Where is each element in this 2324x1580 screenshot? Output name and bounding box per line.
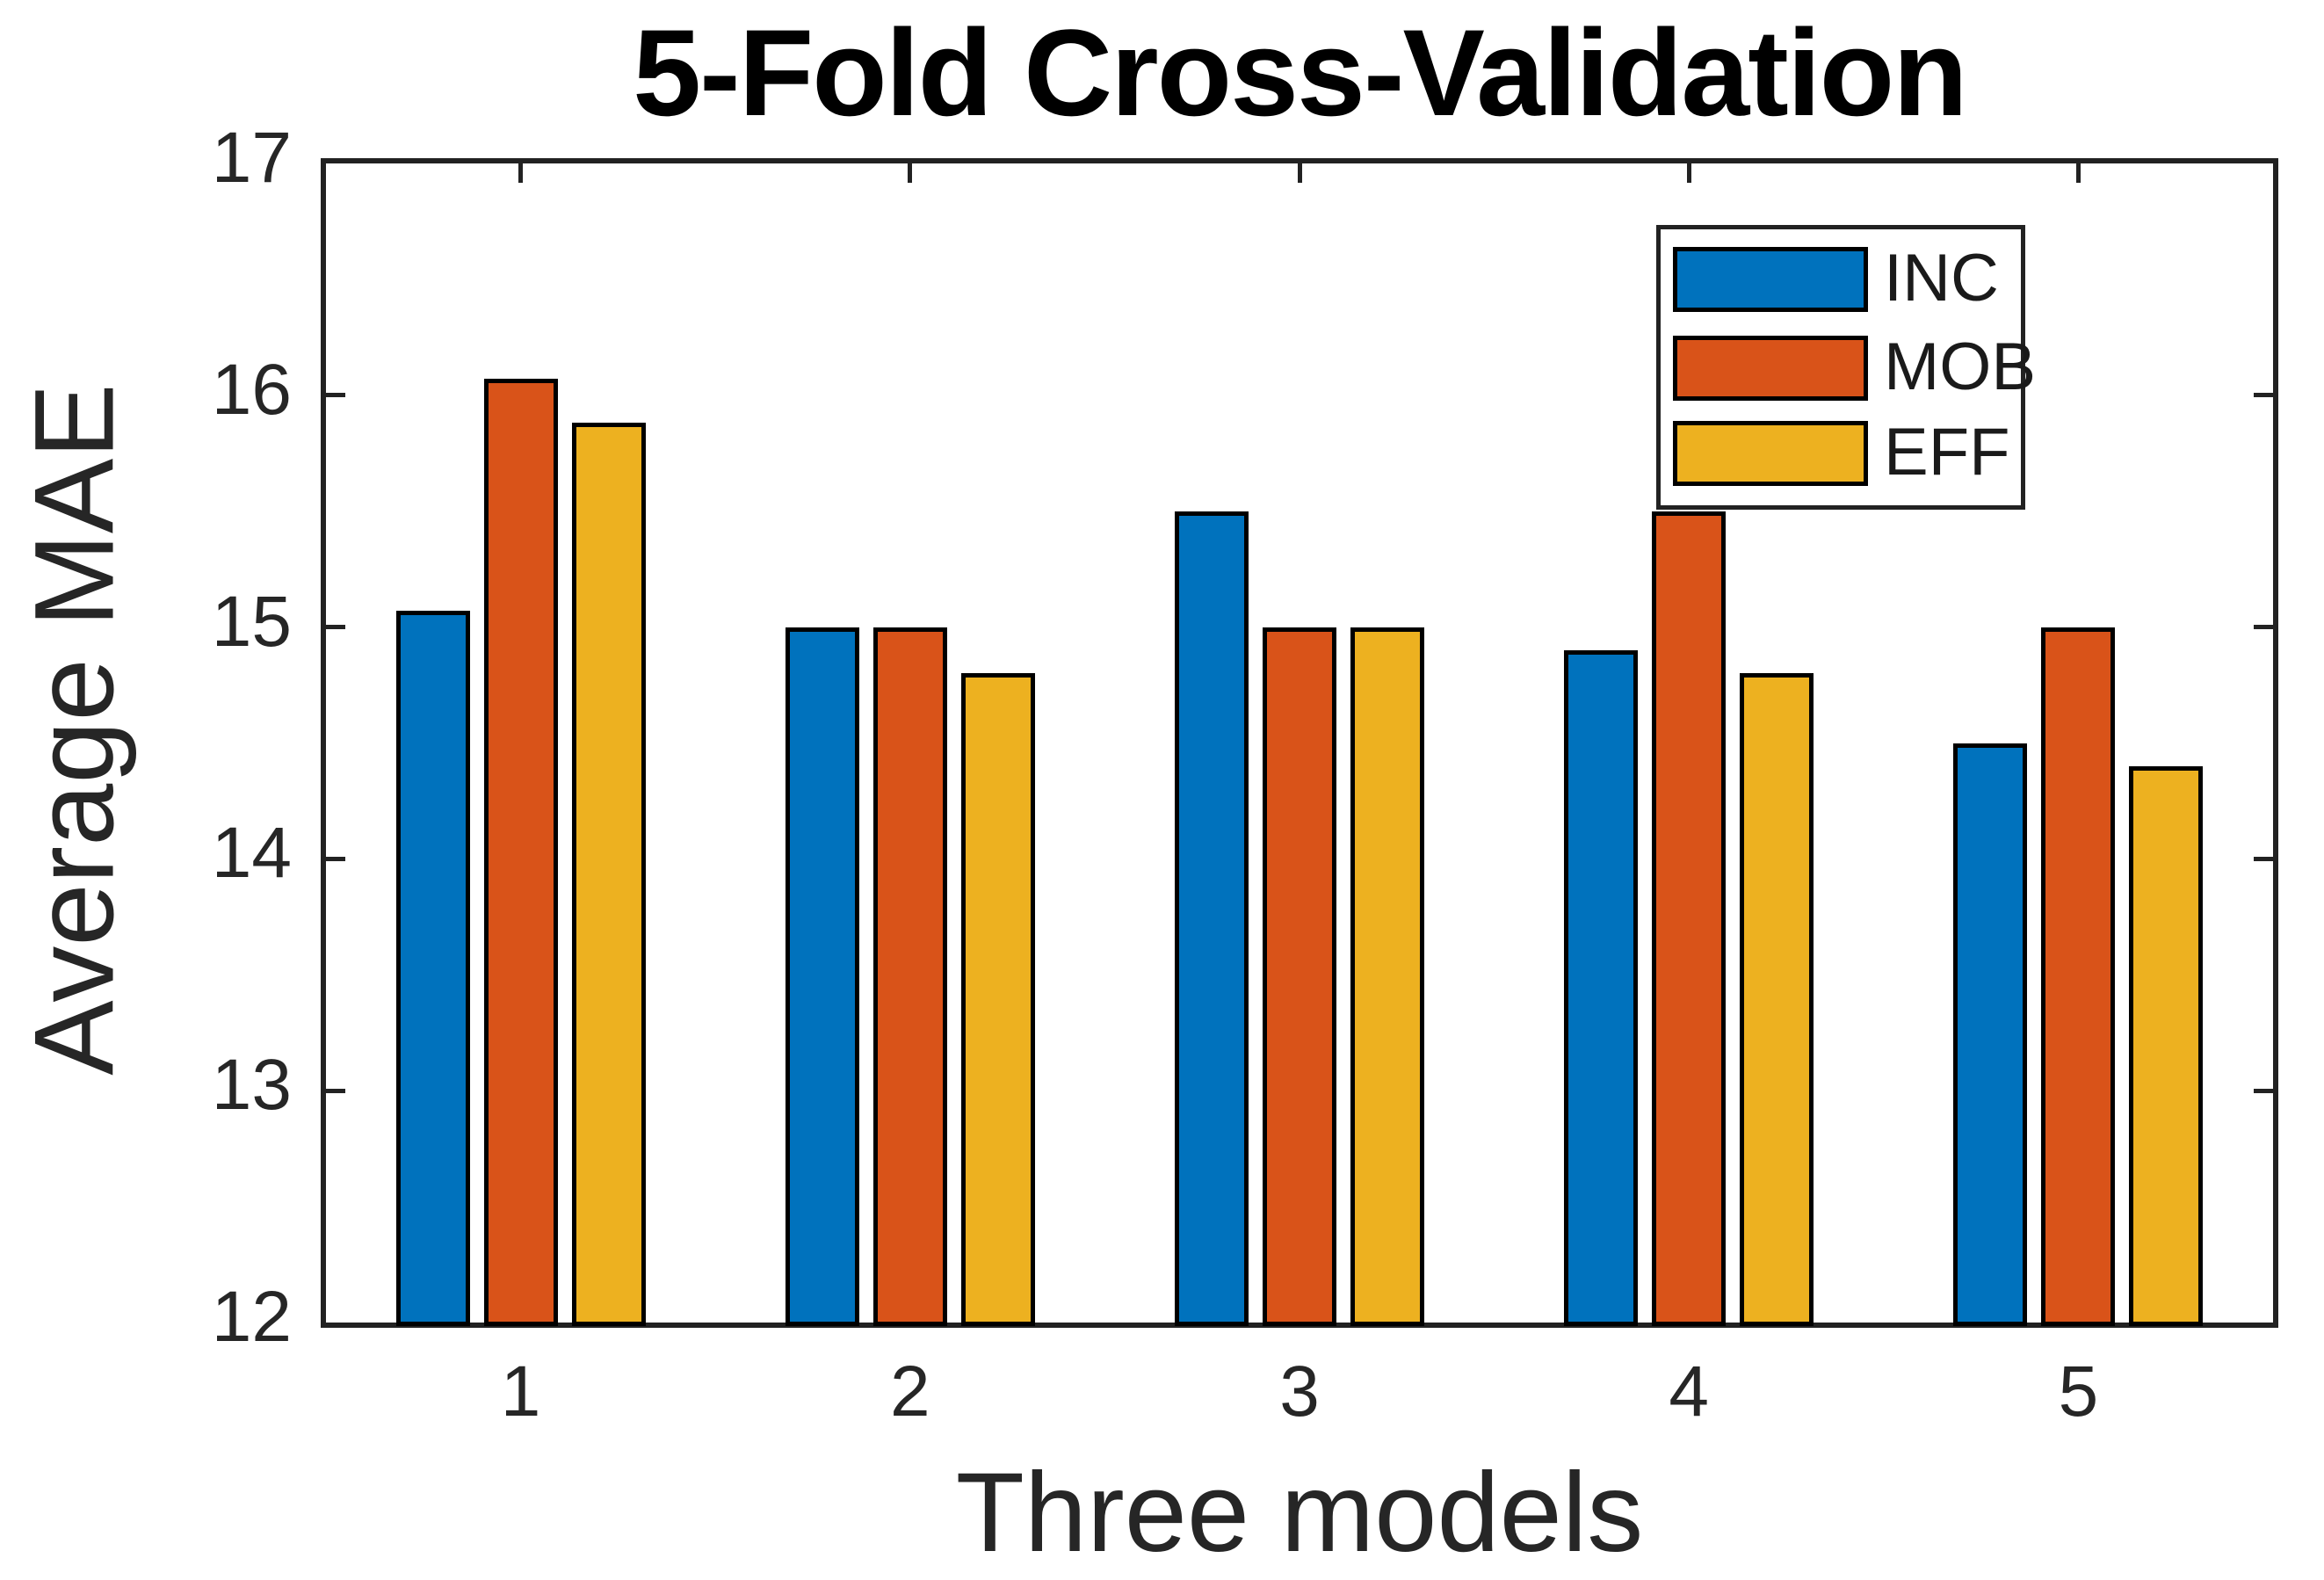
bar-EFF-fold-2 [960,673,1035,1326]
bar-INC-fold-1 [395,611,470,1326]
x-tick-label-4: 4 [1669,1352,1709,1431]
x-axis-label: Three models [955,1450,1644,1576]
y-tick-mark-right-13 [2254,1088,2273,1093]
bar-MOB-fold-2 [872,627,947,1326]
x-tick-mark-top-2 [908,163,913,183]
bar-EFF-fold-1 [571,423,646,1326]
x-tick-label-2: 2 [889,1352,930,1431]
legend-swatch-MOB [1673,336,1868,401]
legend-item-MOB: MOB [1661,330,2036,404]
y-tick-label-16: 16 [211,349,292,430]
legend-swatch-INC [1673,247,1868,312]
legend: INC MOB EFF [1656,225,2036,510]
bar-EFF-fold-3 [1350,627,1424,1326]
bar-MOB-fold-3 [1263,627,1336,1326]
legend-item-EFF: EFF [1661,415,2021,489]
y-tick-mark-right-15 [2254,625,2273,630]
x-tick-mark-top-3 [1297,163,1302,183]
x-tick-mark-top-5 [2075,163,2081,183]
bar-INC-fold-2 [785,627,859,1326]
y-tick-mark-left-15 [326,625,345,630]
y-tick-label-13: 13 [211,1045,292,1126]
x-tick-mark-top-4 [1686,163,1691,183]
legend-swatch-EFF [1673,421,1868,486]
legend-label-EFF: EFF [1884,414,2010,489]
bar-MOB-fold-1 [483,379,558,1326]
y-tick-mark-left-14 [326,856,345,861]
y-tick-mark-left-13 [326,1088,345,1093]
legend-label-MOB: MOB [1884,329,2037,404]
y-tick-mark-left-16 [326,393,345,398]
legend-item-INC: INC [1661,241,2021,315]
y-tick-mark-right-14 [2254,856,2273,861]
y-tick-label-15: 15 [211,581,292,662]
y-axis-label: Average MAE [11,383,138,1076]
bar-INC-fold-4 [1564,649,1639,1326]
bar-EFF-fold-4 [1740,673,1814,1326]
y-tick-label-12: 12 [211,1277,292,1357]
legend-label-INC: INC [1884,240,1999,315]
y-tick-label-17: 17 [211,118,292,198]
bar-INC-fold-5 [1953,743,2028,1326]
bar-INC-fold-3 [1175,511,1249,1326]
y-tick-label-14: 14 [211,813,292,894]
bar-EFF-fold-5 [2129,765,2204,1326]
chart-title: 5-Fold Cross-Validation [633,4,1968,141]
x-tick-label-5: 5 [2058,1352,2099,1431]
y-tick-mark-right-16 [2254,393,2273,398]
x-tick-mark-top-1 [518,163,524,183]
x-tick-label-3: 3 [1279,1352,1320,1431]
bar-MOB-fold-5 [2041,627,2116,1326]
x-tick-label-1: 1 [500,1352,541,1431]
bar-MOB-fold-4 [1652,511,1727,1326]
